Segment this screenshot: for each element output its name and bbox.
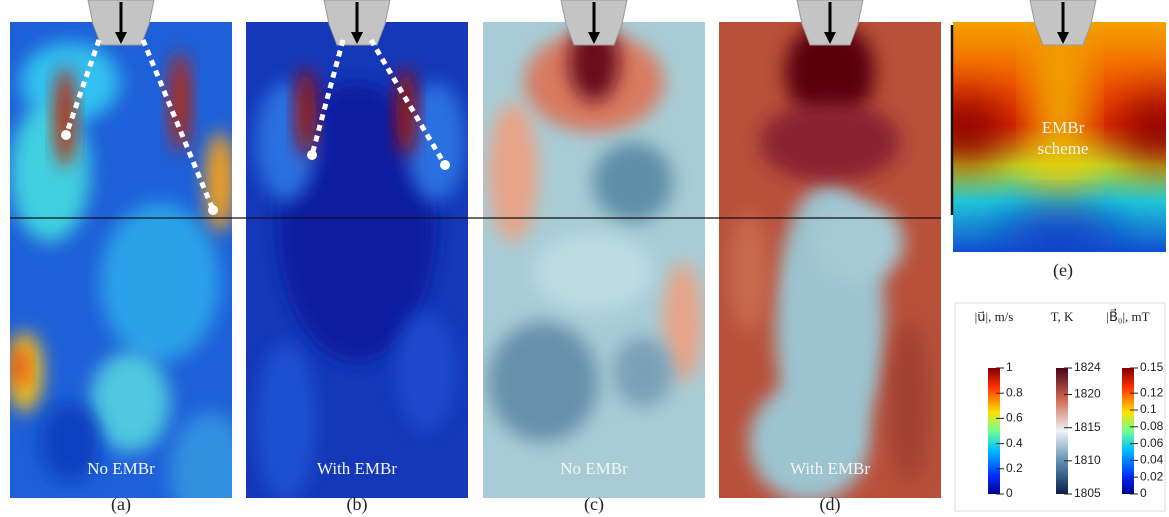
field-blob — [1115, 95, 1166, 165]
tick-label: 0 — [1006, 486, 1013, 500]
jet-arrow — [63, 39, 102, 136]
field-blob — [889, 322, 929, 482]
field-blob — [10, 102, 90, 242]
tick-label: 1 — [1006, 360, 1013, 374]
field-blob — [749, 382, 869, 498]
field-blob — [953, 95, 1010, 165]
field-blob — [593, 142, 673, 222]
colorbars: |u⃗|, m/s 0 0.2 0.4 0.6 0.8 1 T, K 1805 1810 1815 1… — [975, 309, 1164, 501]
inflow-arrow-head — [351, 32, 363, 44]
field-panel: No EMBr (c) — [483, 0, 705, 515]
tick-label: 0.2 — [1006, 461, 1023, 475]
colorbar-title: |B⃗₀|, mT — [1106, 309, 1149, 324]
field-blob — [729, 212, 769, 332]
tick-label: 0.12 — [1140, 385, 1164, 399]
embr-panel: EMBr scheme (e) — [953, 0, 1166, 281]
field-blob — [488, 322, 598, 442]
field-blob — [760, 102, 900, 182]
field-blob — [488, 102, 538, 242]
tick-label: 0.02 — [1140, 469, 1164, 483]
field-panel: No EMBr (a) — [10, 0, 232, 515]
colorbar-ramp — [988, 368, 1000, 494]
colorbar: T, K 1805 1810 1815 1820 1824 — [1051, 309, 1101, 500]
field-blob — [396, 67, 416, 157]
panel-label: (d) — [820, 494, 841, 515]
tick-label: 0.15 — [1140, 360, 1164, 374]
field-blob — [256, 342, 316, 498]
jet-arrow-head — [440, 160, 450, 170]
field-blob — [296, 67, 316, 157]
colorbar-title: T, K — [1051, 309, 1074, 324]
panels: No EMBr (a) With EMBr (b) No EMBr (c) With EMB… — [10, 0, 1166, 515]
field-blob — [663, 262, 703, 382]
colorbar: |u⃗|, m/s 0 0.2 0.4 0.6 0.8 1 — [975, 309, 1023, 500]
inflow-arrow-head — [824, 32, 836, 44]
tick-label: 0.4 — [1006, 436, 1023, 450]
inflow-arrow-head — [115, 32, 127, 44]
panel-caption: scheme — [1038, 139, 1089, 158]
tick-label: 0.8 — [1006, 385, 1023, 399]
field-blob — [785, 22, 875, 122]
tick-label: 0.1 — [1140, 402, 1157, 416]
field-blob — [406, 82, 466, 202]
jet-arrow — [140, 39, 216, 211]
tick-label: 0.06 — [1140, 436, 1164, 450]
field-blob — [55, 67, 75, 167]
field-panel: With EMBr (d) — [719, 0, 941, 515]
tick-label: 1810 — [1074, 453, 1101, 467]
jet-arrow-head — [61, 130, 71, 140]
field-blob — [613, 337, 673, 407]
panel-label: (b) — [347, 494, 368, 515]
colorbar-title: |u⃗|, m/s — [975, 309, 1014, 324]
tick-label: 1805 — [1074, 486, 1101, 500]
panel-label: (e) — [1053, 260, 1073, 281]
field — [719, 22, 941, 498]
panel-caption: With EMBr — [317, 459, 397, 478]
tick-label: 0.08 — [1140, 419, 1164, 433]
tick-label: 1820 — [1074, 387, 1101, 401]
inflow-arrow-head — [1057, 32, 1069, 44]
colorbar: |B⃗₀|, mT 0 0.02 0.04 0.06 0.08 0.1 0.12 0.15 — [1106, 309, 1163, 501]
field — [953, 22, 1166, 252]
jet-arrow-head — [208, 205, 218, 215]
panel-caption: No EMBr — [87, 459, 155, 478]
tick-label: 0 — [1140, 486, 1147, 500]
field-blob — [100, 202, 220, 362]
field-blob — [1000, 210, 1120, 252]
colorbar-ramp — [1056, 368, 1068, 494]
panel-caption: EMBr — [1042, 118, 1085, 137]
field-blob — [396, 312, 456, 432]
panel-caption: No EMBr — [560, 459, 628, 478]
field-blob — [170, 412, 232, 498]
jet-arrow — [309, 39, 346, 156]
field-blob — [1038, 30, 1082, 210]
field-blob — [170, 52, 190, 152]
panel-caption: With EMBr — [790, 459, 870, 478]
tick-label: 0.6 — [1006, 411, 1023, 425]
tick-label: 1824 — [1074, 360, 1101, 374]
field — [483, 22, 705, 498]
tick-label: 1815 — [1074, 420, 1101, 434]
field — [246, 22, 468, 498]
panel-label: (c) — [584, 494, 604, 515]
panel-label: (a) — [111, 494, 131, 515]
jet-arrow-head — [307, 150, 317, 160]
field-blob — [277, 82, 437, 362]
field-blob — [12, 347, 28, 387]
inflow-arrow-head — [588, 32, 600, 44]
tick-label: 0.04 — [1140, 453, 1164, 467]
field-blob — [533, 232, 653, 312]
jet-arrow — [368, 38, 448, 167]
field-panel: With EMBr (b) — [246, 0, 468, 515]
colorbar-ramp — [1122, 368, 1134, 494]
field-blob — [90, 352, 170, 452]
field-blob — [40, 402, 100, 482]
field-blob — [205, 132, 232, 232]
field — [10, 22, 232, 498]
field-blob — [814, 202, 904, 282]
